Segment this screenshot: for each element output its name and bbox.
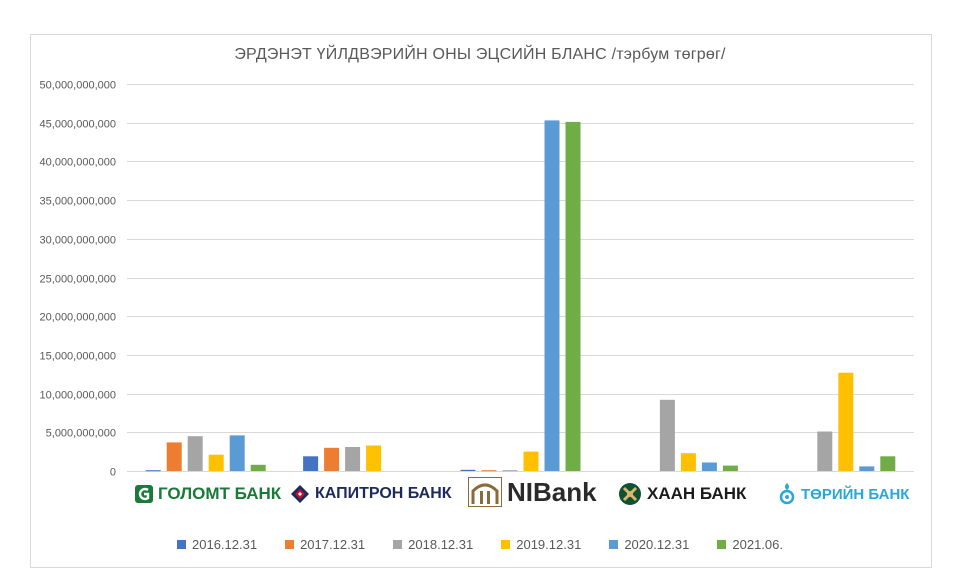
legend: 2016.12.31 2017.12.31 2018.12.31 2019.12… [0,537,960,552]
y-tick-label: 25,000,000,000 [40,274,116,286]
logo-text: ГОЛОМТ БАНК [158,484,282,503]
legend-swatch [285,540,295,549]
bar [229,435,245,471]
bar [859,466,875,471]
bar [817,431,833,471]
bar [145,470,161,472]
y-tick-label: 10,000,000,000 [40,390,116,402]
bar [659,399,675,471]
legend-swatch [177,540,186,549]
bars-layer [145,120,896,472]
bar [345,447,361,471]
bar [544,120,560,472]
legend-label: 2021.06. [732,537,783,552]
legend-swatch [393,540,403,549]
legend-swatch [501,540,511,549]
legend-label: 2017.12.31 [300,537,366,552]
y-tick-label: 50,000,000,000 [40,80,116,92]
bar [565,121,581,472]
bar [722,465,738,471]
y-tick-label: 40,000,000,000 [40,157,116,169]
bar [880,456,896,471]
y-tick-label: 0 [110,467,116,479]
bar [324,447,340,471]
capitron-diamond-icon [290,484,310,504]
legend-swatch [717,540,727,549]
logo-text: КАПИТРОН БАНК [315,485,452,502]
y-tick-label: 15,000,000,000 [40,351,116,363]
legend-item: 2019.12.31 [501,537,581,552]
legend-label: 2016.12.31 [192,537,258,552]
category-label-golomt: ГОЛОМТ БАНК [135,478,281,510]
bar [502,470,518,472]
bar [166,442,182,471]
legend-item: 2016.12.31 [177,537,257,552]
bar [187,436,203,471]
y-tick-label: 5,000,000,000 [46,428,116,440]
logo-text: ТӨРИЙН БАНК [801,485,910,503]
bar [460,469,476,471]
bar [208,454,224,471]
bar [250,464,266,471]
bar [838,372,854,471]
grid-layer [127,84,914,472]
logo-text: ХААН БАНК [647,484,747,503]
bar [366,445,382,471]
bar [701,462,717,471]
legend-item: 2021.06. [717,537,783,552]
chart-title: ЭРДЭНЭТ ҮЙЛДВЭРИЙН ОНЫ ЭЦСИЙН БЛАНС /тэр… [234,46,726,63]
bar [680,453,696,471]
category-label-khan: ХААН БАНК [618,478,746,510]
nibank-arch-icon [468,477,502,507]
legend-item: 2017.12.31 [285,537,365,552]
legend-label: 2019.12.31 [516,537,582,552]
turiin-soyombo-icon [778,482,796,506]
legend-label: 2018.12.31 [408,537,474,552]
category-label-nibank: NIBank [468,476,597,508]
khan-knot-icon [618,482,642,506]
bar [481,470,497,472]
golomt-g-icon [135,485,153,503]
y-tick-label: 45,000,000,000 [40,119,116,131]
legend-item: 2018.12.31 [393,537,473,552]
y-tick-label: 20,000,000,000 [40,312,116,324]
legend-swatch [609,540,619,549]
legend-item: 2020.12.31 [609,537,689,552]
category-label-turiin: ТӨРИЙН БАНК [778,478,909,510]
y-tick-label: 35,000,000,000 [40,196,116,208]
y-axis: 0 5,000,000,000 10,000,000,000 15,000,000,0… [40,80,116,479]
bar [303,456,319,471]
logo-text: NIBank [507,476,597,507]
y-tick-label: 30,000,000,000 [40,235,116,247]
category-label-capitron: КАПИТРОН БАНК [290,478,452,510]
legend-label: 2020.12.31 [624,537,690,552]
bar [523,451,539,471]
